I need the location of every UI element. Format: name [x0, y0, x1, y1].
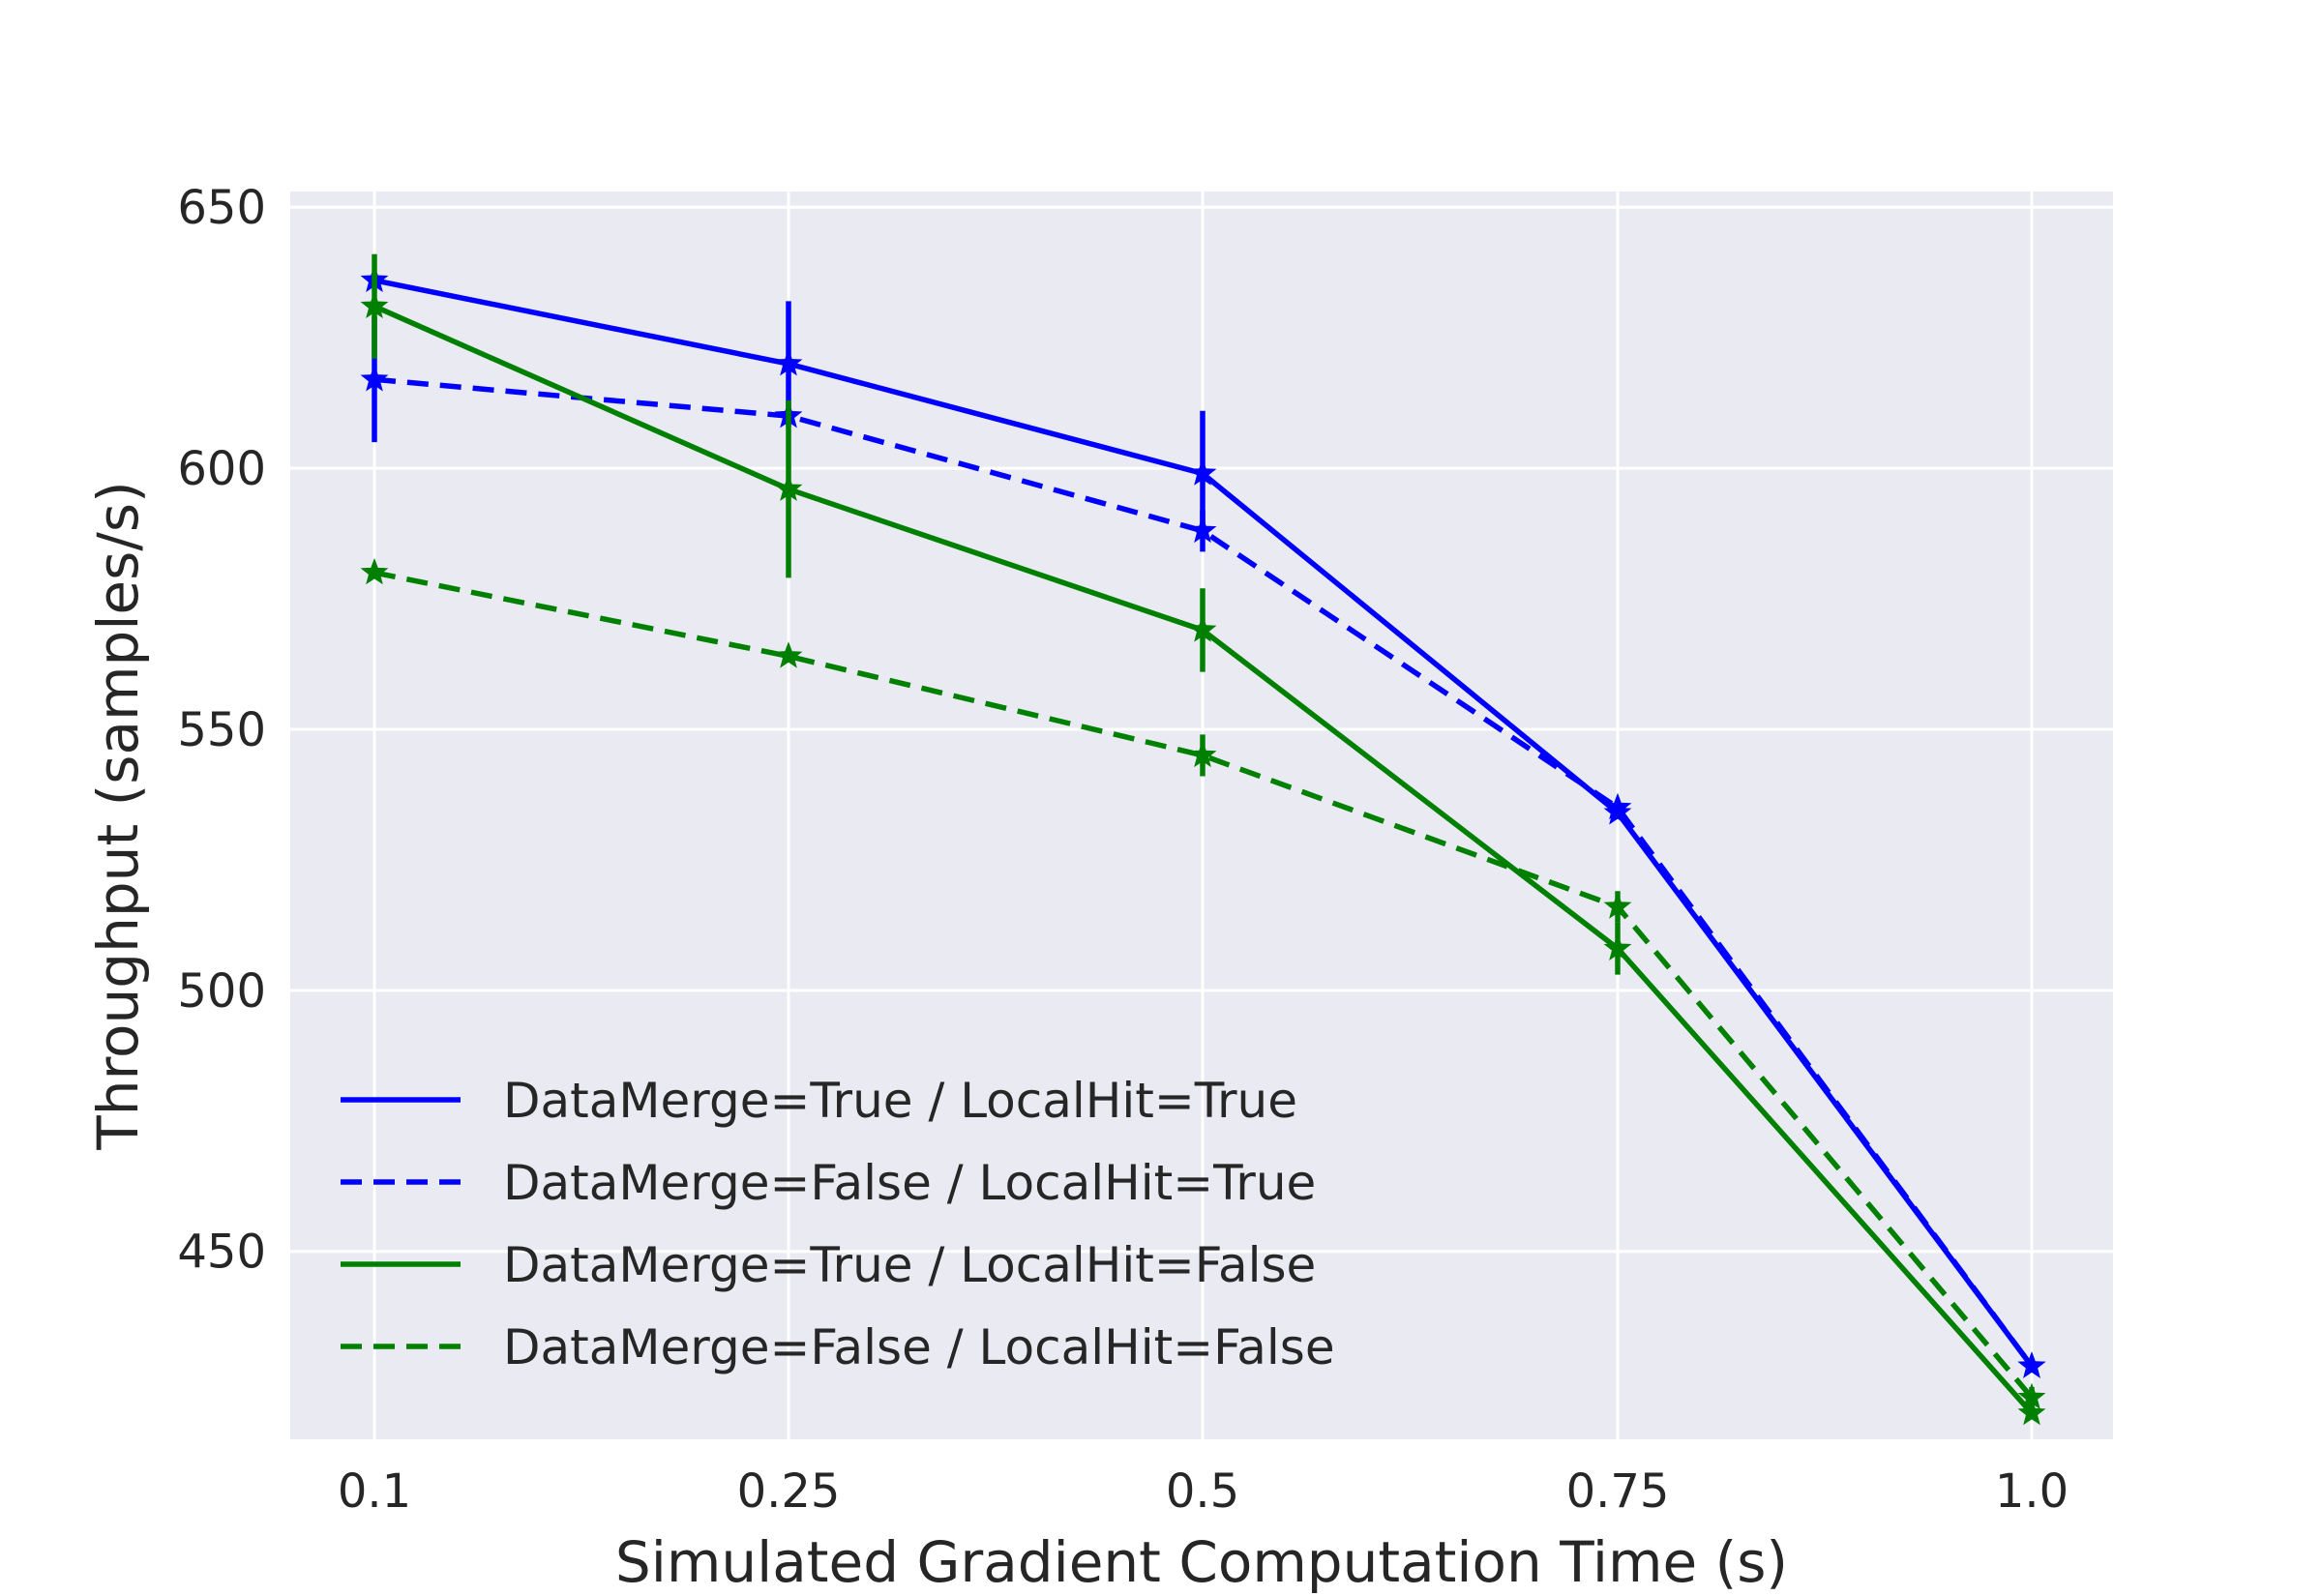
data-point: [774, 641, 803, 668]
data-point: [2017, 1398, 2046, 1426]
y-axis-label: Throughput (samples/s): [85, 481, 151, 1150]
data-point: [1603, 892, 1632, 919]
data-point: [360, 365, 389, 392]
data-point: [774, 348, 803, 376]
series-4: [360, 557, 2046, 1410]
x-tick-label: 0.5: [1166, 1464, 1239, 1519]
x-tick-label: 0.1: [338, 1464, 411, 1519]
data-point: [360, 291, 389, 319]
legend-label: DataMerge=True / LocalHit=False: [503, 1237, 1316, 1293]
series-line: [373, 570, 2035, 1400]
legend-label: DataMerge=True / LocalHit=True: [503, 1073, 1297, 1129]
y-tick-label: 550: [177, 703, 266, 757]
series-layer: [360, 253, 2046, 1426]
data-point: [774, 474, 803, 501]
y-tick-label: 650: [177, 181, 266, 235]
data-point: [1188, 615, 1217, 642]
legend-label: DataMerge=False / LocalHit=False: [503, 1319, 1335, 1375]
data-point: [2017, 1351, 2046, 1378]
x-tick-labels: 0.1 0.25 0.5 0.75 1.0: [338, 1464, 2069, 1519]
data-point: [360, 557, 389, 585]
x-tick-label: 0.75: [1566, 1464, 1670, 1519]
series-line: [373, 376, 2035, 1369]
data-point: [1188, 458, 1217, 486]
data-point: [1188, 516, 1217, 544]
data-point: [1603, 792, 1632, 820]
x-tick-label: 1.0: [1995, 1464, 2069, 1519]
y-tick-labels: 450 500 550 600 650: [177, 181, 266, 1279]
x-tick-label: 0.25: [737, 1464, 841, 1519]
series-3: [360, 253, 2046, 1426]
data-point: [2017, 1382, 2046, 1410]
data-point: [1603, 933, 1632, 961]
y-tick-label: 450: [177, 1226, 266, 1280]
x-axis-label: Simulated Gradient Computation Time (s): [615, 1529, 1788, 1595]
data-point: [1188, 740, 1217, 768]
y-tick-label: 600: [177, 442, 266, 496]
legend: DataMerge=True / LocalHit=True DataMerge=…: [341, 1073, 1335, 1375]
legend-label: DataMerge=False / LocalHit=True: [503, 1155, 1316, 1211]
y-tick-label: 500: [177, 964, 266, 1019]
grid: [290, 192, 2113, 1439]
